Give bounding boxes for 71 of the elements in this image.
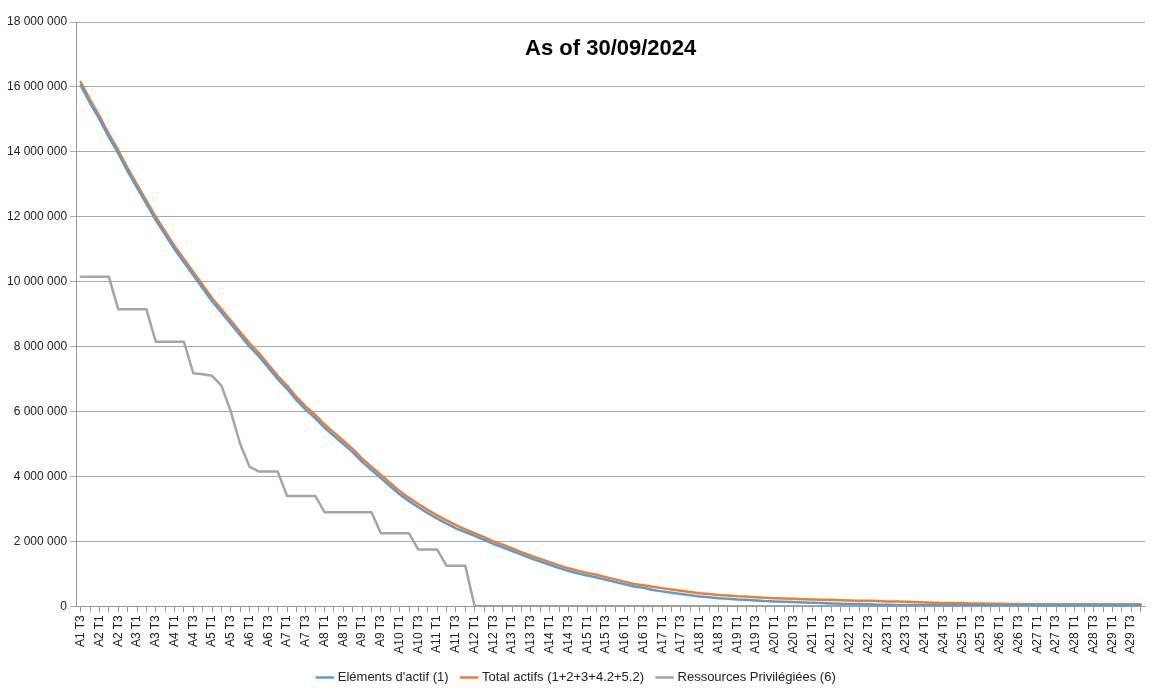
x-tick-label: A4 T3 [185,615,200,648]
x-tick-label: A23 T1 [879,615,894,654]
x-tick-label: A25 T1 [954,615,969,654]
x-tick-label: A3 T1 [129,615,144,648]
x-tick-label: A29 T1 [1104,615,1119,654]
x-tick-label: A6 T1 [241,615,256,648]
x-tick-label: A16 T1 [617,615,632,654]
x-tick-label: A27 T1 [1029,615,1044,654]
x-tick-label: A20 T1 [767,615,782,654]
x-tick-label: A26 T1 [992,615,1007,654]
y-tick-label: 16 000 000 [7,79,68,94]
x-tick-label: A18 T1 [692,615,707,654]
x-tick-label: A29 T3 [1123,615,1138,654]
x-tick-label: A5 T1 [204,615,219,648]
x-tick-label: A17 T1 [654,615,669,654]
x-tick-label: A20 T3 [785,615,800,654]
x-tick-label: A2 T3 [110,615,125,648]
x-tick-label: A11 T1 [429,615,444,653]
x-tick-label: A18 T3 [710,615,725,654]
x-tick-label: A14 T1 [542,615,557,654]
x-tick-label: A15 T3 [598,615,613,654]
y-tick-label: 2 000 000 [13,533,68,548]
x-tick-label: A9 T1 [354,615,369,648]
x-tick-label: A28 T3 [1085,615,1100,654]
x-tick-label: A13 T1 [504,615,519,654]
x-tick-label: A14 T3 [560,615,575,654]
y-tick-label: 18 000 000 [7,14,68,29]
y-tick-label: 8 000 000 [13,338,68,353]
x-tick-label: A7 T1 [279,615,294,648]
x-tick-label: A6 T3 [260,615,275,648]
x-tick-label: A10 T3 [410,615,425,654]
x-tick-label: A12 T1 [466,615,481,654]
legend-label: Eléments d'actif (1) [337,669,449,685]
x-tick-label: A2 T1 [91,615,106,648]
x-tick-label: A21 T3 [823,615,838,654]
y-tick-label: 6 000 000 [13,403,68,418]
y-tick-label: 14 000 000 [7,144,68,159]
y-tick-label: 12 000 000 [7,209,68,224]
x-tick-label: A15 T1 [579,615,594,654]
x-tick-label: A3 T3 [148,615,163,648]
x-tick-label: A26 T3 [1010,615,1025,654]
text: As of 30/09/2024 [525,35,698,61]
y-tick-label: 4 000 000 [13,468,68,483]
x-tick-label: A8 T3 [335,615,350,648]
y-tick-label: 0 [60,598,68,613]
legend-label: Ressources Privilégiées (6) [677,669,836,685]
x-tick-label: A22 T1 [842,615,857,654]
x-tick-label: A10 T1 [391,615,406,654]
x-tick-label: A8 T1 [316,615,331,648]
x-tick-label: A7 T3 [298,615,313,648]
x-tick-label: A21 T1 [804,615,819,654]
x-tick-label: A19 T1 [729,615,744,654]
x-tick-label: A4 T1 [166,615,181,648]
x-tick-label: A24 T1 [917,615,932,654]
x-tick-label: A16 T3 [635,615,650,654]
x-tick-label: A23 T3 [898,615,913,654]
x-tick-label: A5 T3 [223,615,238,648]
x-tick-label: A17 T3 [673,615,688,654]
x-tick-label: A24 T3 [935,615,950,654]
x-tick-label: A27 T3 [1048,615,1063,654]
y-tick-label: 10 000 000 [7,274,68,289]
x-tick-label: A19 T3 [748,615,763,654]
x-tick-label: A28 T1 [1067,615,1082,654]
x-tick-label: A1 T3 [73,615,88,648]
x-tick-label: A13 T3 [523,615,538,654]
legend-label: Total actifs (1+2+3+4.2+5.2) [482,669,645,685]
x-tick-label: A22 T3 [860,615,875,654]
x-tick-label: A12 T3 [485,615,500,654]
x-tick-label: A11 T3 [448,615,463,653]
x-tick-label: A9 T3 [373,615,388,648]
x-tick-label: A25 T3 [973,615,988,654]
